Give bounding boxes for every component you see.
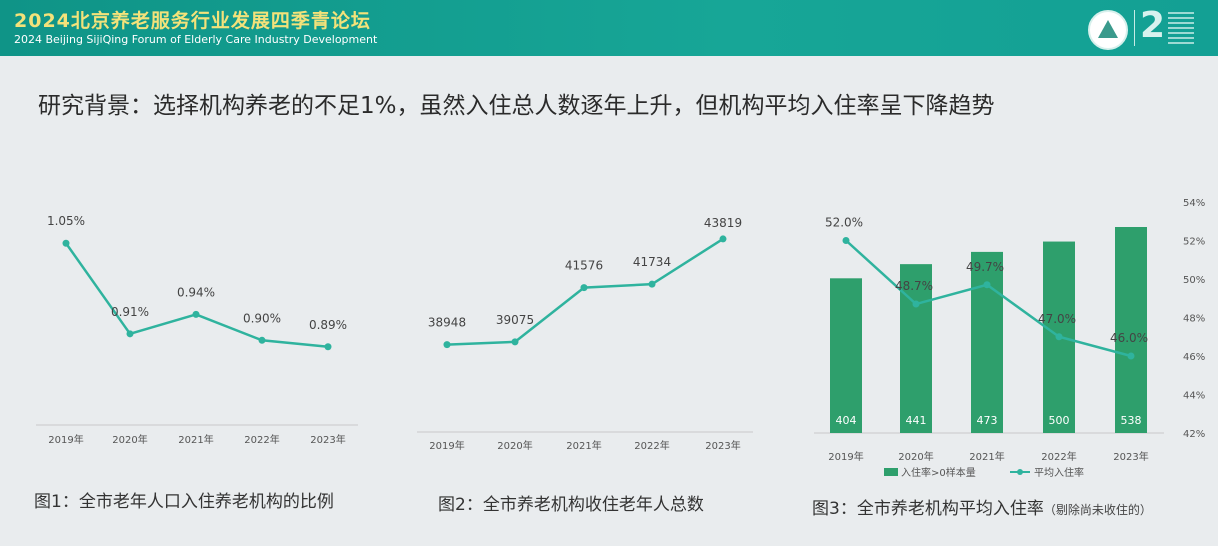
chart3-bar — [1115, 227, 1147, 433]
slide-headline: 研究背景：选择机构养老的不足1%，虽然入住总人数逐年上升，但机构平均入住率呈下降… — [38, 93, 995, 119]
chart1-x-tick: 2022年 — [244, 433, 279, 446]
chart3-rate-point — [983, 281, 991, 289]
chart3-rate-label: 48.7% — [895, 279, 933, 293]
chart2-data-label: 43819 — [704, 216, 742, 230]
banner-subtitle: 2024 Beijing SijiQing Forum of Elderly C… — [14, 33, 378, 46]
chart2-data-label: 41576 — [565, 259, 603, 273]
chart2-series-line — [446, 237, 724, 346]
chart3-y2-tick: 52% — [1183, 237, 1205, 248]
chart3-y2-tick: 50% — [1183, 275, 1205, 286]
chart2-x-tick: 2020年 — [497, 439, 532, 452]
chart2-x-tick: 2022年 — [634, 439, 669, 452]
chart3-caption-text: 图3：全市养老机构平均入住率 — [812, 499, 1044, 519]
chart2-point — [719, 235, 727, 243]
chart1-data-label: 1.05% — [47, 214, 85, 228]
chart3-legend-line-label: 平均入住率 — [1034, 466, 1084, 479]
chart3-bar-label: 441 — [906, 414, 927, 427]
chart3-rate-point — [1127, 352, 1135, 360]
chart3-rate-label: 49.7% — [966, 260, 1004, 274]
chart3-y2-tick: 42% — [1183, 429, 1205, 440]
chart3-caption: 图3：全市养老机构平均入住率（剔除尚未收住的） — [812, 494, 1152, 519]
chart1-x-tick: 2023年 — [310, 433, 345, 446]
chart1-data-label: 0.91% — [111, 305, 149, 319]
logo-pattern-icon — [1168, 12, 1194, 44]
chart3-legend-bar-swatch — [884, 468, 898, 476]
chart3-rate-label: 46.0% — [1110, 331, 1148, 345]
chart3-legend-line-marker — [1017, 469, 1023, 475]
chart1-x-tick: 2020年 — [112, 433, 147, 446]
chart2-x-tick: 2021年 — [566, 439, 601, 452]
chart2-data-label: 41734 — [633, 255, 671, 269]
chart1-x-tick: 2019年 — [48, 433, 83, 446]
chart3-x-tick: 2020年 — [898, 450, 933, 463]
chart3-rate-point — [1055, 333, 1063, 341]
chart2-point — [511, 338, 519, 346]
banner-title: 2024北京养老服务行业发展四季青论坛 — [14, 10, 371, 32]
chart2-point — [648, 280, 656, 288]
chart3-y2-tick: 44% — [1183, 391, 1205, 402]
chart2-data-label: 38948 — [428, 316, 466, 330]
chart3-rate-point — [912, 300, 920, 308]
chart3-caption-note: （剔除尚未收住的） — [1043, 503, 1152, 517]
chart3-legend-bar-label: 入住率>0样本量 — [901, 466, 976, 479]
logo-divider — [1134, 10, 1135, 46]
chart1-point — [62, 239, 70, 247]
chart1-point — [258, 336, 266, 344]
chart3-bar — [900, 264, 932, 433]
chart2-x-tick: 2019年 — [429, 439, 464, 452]
chart3-bar-label: 538 — [1121, 414, 1142, 427]
chart3-bar-label: 500 — [1049, 414, 1070, 427]
chart3-bar — [971, 251, 1003, 433]
chart1-x-tick: 2021年 — [178, 433, 213, 446]
chart1-point — [324, 343, 332, 351]
chart1-data-label: 0.94% — [177, 285, 215, 299]
chart1-data-label: 0.89% — [309, 318, 347, 332]
logo-number: 2 — [1140, 5, 1166, 46]
chart3-x-tick: 2021年 — [969, 450, 1004, 463]
chart3-x-tick: 2019年 — [828, 450, 863, 463]
chart2-data-label: 39075 — [496, 313, 534, 327]
chart2-point — [443, 341, 451, 349]
forum-banner: 2024北京养老服务行业发展四季青论坛 2024 Beijing SijiQin… — [0, 0, 1218, 56]
chart3-rate-point — [842, 237, 850, 244]
chart3-x-tick: 2022年 — [1041, 450, 1076, 463]
chart1-data-label: 0.90% — [243, 311, 281, 325]
forum-logo-icon — [1088, 10, 1128, 50]
chart3-y2-tick: 54% — [1183, 198, 1205, 209]
chart3-x-tick: 2023年 — [1113, 450, 1148, 463]
chart2-caption: 图2：全市养老机构收住老年人总数 — [438, 495, 704, 515]
chart3-bar-label: 473 — [977, 414, 998, 427]
chart1-point — [126, 330, 134, 338]
chart3-bar — [830, 278, 862, 433]
chart3-rate-label: 52.0% — [825, 216, 863, 230]
chart2-point — [580, 284, 588, 292]
chart1-caption: 图1：全市老年人口入住养老机构的比例 — [34, 492, 334, 512]
chart3-bar-label: 404 — [836, 414, 857, 427]
chart1-point — [192, 310, 200, 318]
chart3-y2-tick: 46% — [1183, 352, 1205, 363]
chart3-rate-label: 47.0% — [1038, 312, 1076, 326]
chart2-x-tick: 2023年 — [705, 439, 740, 452]
chart3-y2-tick: 48% — [1183, 314, 1205, 325]
